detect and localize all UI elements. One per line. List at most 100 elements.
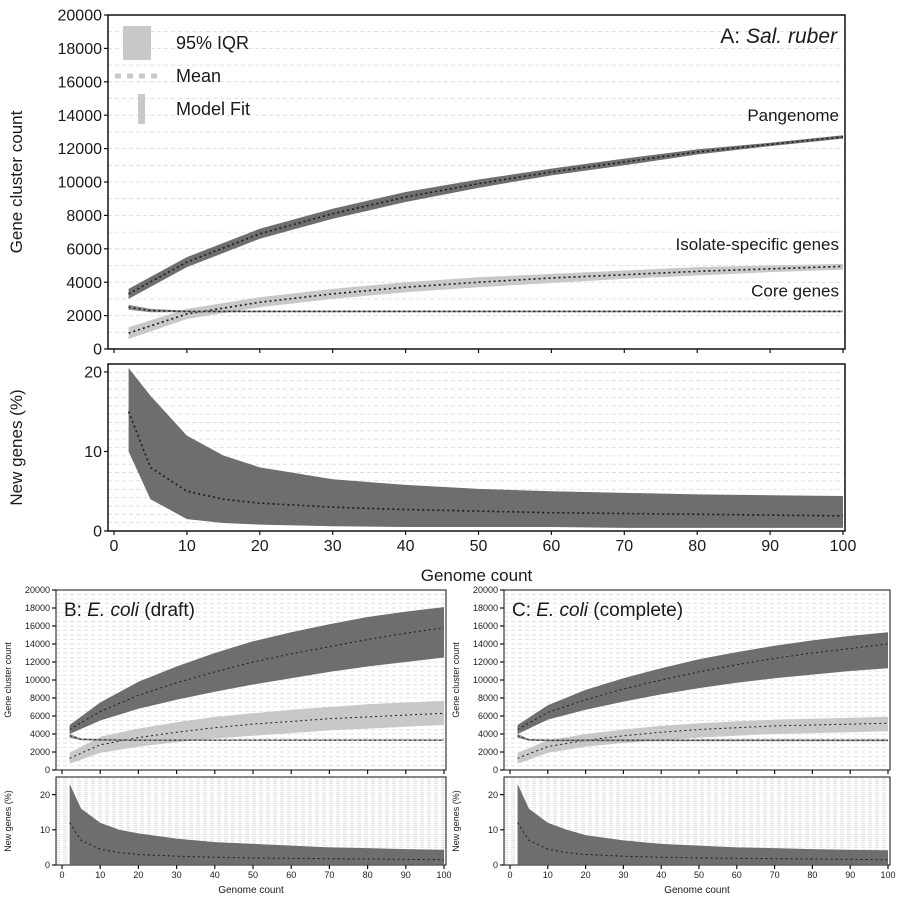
plot-frame [107, 363, 846, 532]
band-2 [69, 734, 444, 741]
x-tick-label: 40 [656, 870, 666, 880]
legend-label: Model Fit [176, 99, 250, 119]
title-part: (draft) [139, 600, 195, 621]
y-axis-label: New genes (%) [3, 790, 13, 852]
title-part: Sal. ruber [746, 25, 838, 48]
legend: 95% IQR Mean Model Fit [115, 26, 250, 124]
y-axis-label: Gene cluster count [7, 110, 26, 253]
panel-c: 0 2000 4000 6000 8000 10000 12000 14000 16000 180… [451, 585, 891, 775]
x-tick-label: 90 [401, 870, 411, 880]
band-1 [69, 700, 444, 764]
mean-line-1 [69, 712, 445, 759]
mean-line-2 [69, 735, 444, 741]
y-tick-label: 4000 [30, 729, 50, 739]
x-tick-label: 60 [732, 870, 742, 880]
band-0 [517, 784, 888, 865]
series-label: Pangenome [747, 106, 839, 125]
band-0 [69, 784, 444, 865]
y-tick-label: 2000 [30, 747, 50, 757]
y-tick-label: 0 [493, 860, 498, 870]
band-1 [128, 263, 843, 339]
x-tick-label: 40 [210, 870, 220, 880]
x-tick-label: 100 [830, 538, 857, 555]
x-tick-label: 100 [436, 870, 451, 880]
band-1 [517, 716, 888, 764]
y-tick-label: 20 [488, 790, 498, 800]
y-tick-label: 20 [84, 365, 102, 382]
legend-swatch-band [123, 26, 151, 60]
band-0 [517, 632, 888, 734]
y-tick-label: 0 [45, 860, 50, 870]
y-tick-label: 20 [40, 790, 50, 800]
y-tick-label: 4000 [478, 729, 498, 739]
panel-title: A: Sal. ruber [720, 25, 838, 48]
x-tick-label: 90 [761, 538, 779, 555]
y-tick-label: 10000 [58, 175, 103, 192]
y-tick-label: 12000 [25, 657, 50, 667]
y-tick-label: 6000 [66, 241, 102, 258]
panel-title: C: E. coli (complete) [512, 600, 683, 621]
mean-line-2 [128, 306, 843, 313]
panel-title: B: E. coli (draft) [64, 600, 195, 621]
y-tick-label: 4000 [66, 275, 102, 292]
legend-swatch-bar [138, 94, 145, 124]
x-tick-label: 0 [59, 870, 64, 880]
y-tick-label: 0 [93, 342, 102, 359]
x-tick-label: 20 [581, 870, 591, 880]
x-tick-label: 80 [363, 870, 373, 880]
y-tick-label: 0 [93, 524, 102, 541]
y-tick-label: 18000 [473, 603, 498, 613]
y-tick-label: 20000 [473, 585, 498, 595]
y-tick-label: 6000 [478, 711, 498, 721]
title-part: B: [64, 600, 87, 621]
y-tick-label: 2000 [478, 747, 498, 757]
x-tick-label: 10 [543, 870, 553, 880]
x-tick-label: 40 [397, 538, 415, 555]
y-tick-label: 0 [45, 765, 50, 775]
y-tick-label: 14000 [58, 108, 103, 125]
title-part: E. coli [536, 600, 589, 621]
y-tick-label: 20000 [25, 585, 50, 595]
title-part: A: [720, 25, 746, 48]
y-tick-label: 16000 [473, 621, 498, 631]
x-tick-label: 30 [324, 538, 342, 555]
panel-a: Pangenome Isolate-specific genes Core gene… [7, 8, 846, 359]
y-tick-label: 10000 [473, 675, 498, 685]
y-axis-label: New genes (%) [7, 389, 26, 505]
band-0 [128, 135, 843, 299]
y-tick-label: 6000 [30, 711, 50, 721]
y-tick-label: 12000 [58, 141, 103, 158]
y-tick-label: 0 [493, 765, 498, 775]
panel-b-new: 0 10 20 0 10 20 30 40 50 60 70 80 90 100 New genes (%)… [3, 776, 452, 896]
x-tick-label: 60 [543, 538, 561, 555]
y-tick-label: 14000 [473, 639, 498, 649]
x-tick-label: 30 [618, 870, 628, 880]
y-tick-label: 14000 [25, 639, 50, 649]
x-tick-label: 50 [248, 870, 258, 880]
series-label: Core genes [751, 282, 839, 301]
mean-line-1 [517, 722, 889, 759]
y-tick-label: 10 [488, 825, 498, 835]
mean-line-2 [517, 735, 888, 741]
plot-frame [503, 776, 891, 866]
y-tick-label: 12000 [473, 657, 498, 667]
x-tick-label: 10 [178, 538, 196, 555]
series-label: Isolate-specific genes [676, 235, 839, 254]
y-axis-label: New genes (%) [451, 790, 461, 852]
y-tick-label: 10 [84, 444, 102, 461]
panel-b: 0 2000 4000 6000 8000 10000 12000 14000 16000 180… [3, 585, 447, 775]
x-tick-label: 50 [694, 870, 704, 880]
x-axis-label: Genome count [664, 885, 730, 896]
x-tick-label: 100 [880, 870, 895, 880]
y-axis-label: Gene cluster count [3, 642, 13, 718]
y-tick-label: 8000 [66, 208, 102, 225]
y-tick-label: 20000 [58, 8, 103, 25]
legend-label: Mean [176, 66, 221, 86]
title-part: E. coli [87, 600, 140, 621]
y-tick-label: 10 [40, 825, 50, 835]
y-tick-label: 8000 [30, 693, 50, 703]
band-0 [128, 367, 843, 528]
y-tick-label: 16000 [25, 621, 50, 631]
x-tick-label: 0 [110, 538, 119, 555]
